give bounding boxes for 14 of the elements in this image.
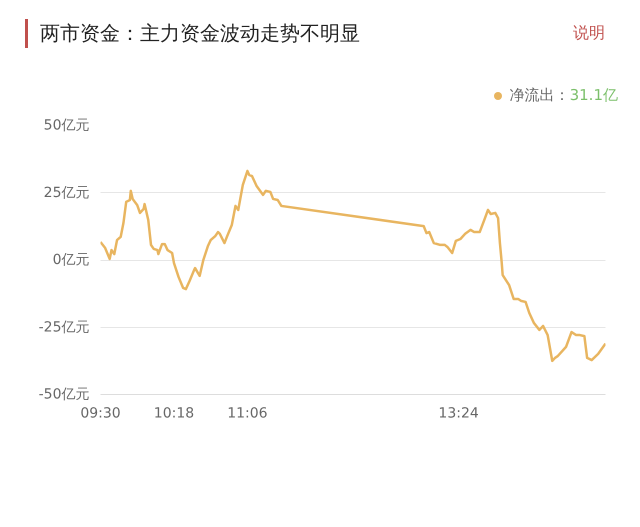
line-series bbox=[100, 170, 606, 362]
y-tick-label: -50亿元 bbox=[38, 386, 90, 402]
text: 说明 bbox=[573, 22, 605, 44]
y-tick-label: 0亿元 bbox=[52, 252, 90, 268]
x-tick-label: 11:06 bbox=[227, 406, 268, 422]
text: 31.1亿 bbox=[570, 85, 618, 106]
y-tick-label: 50亿元 bbox=[44, 118, 90, 134]
y-tick-label: -25亿元 bbox=[38, 319, 90, 336]
x-tick-label: 10:18 bbox=[154, 406, 194, 422]
chart-title: 两市资金：主力资金波动走势不明显 bbox=[25, 19, 360, 48]
x-tick-label: 09:30 bbox=[80, 406, 121, 422]
legend-label: 净流出： bbox=[510, 85, 570, 106]
y-tick-label: 25亿元 bbox=[44, 184, 90, 201]
x-tick-label: 13:24 bbox=[438, 406, 479, 422]
